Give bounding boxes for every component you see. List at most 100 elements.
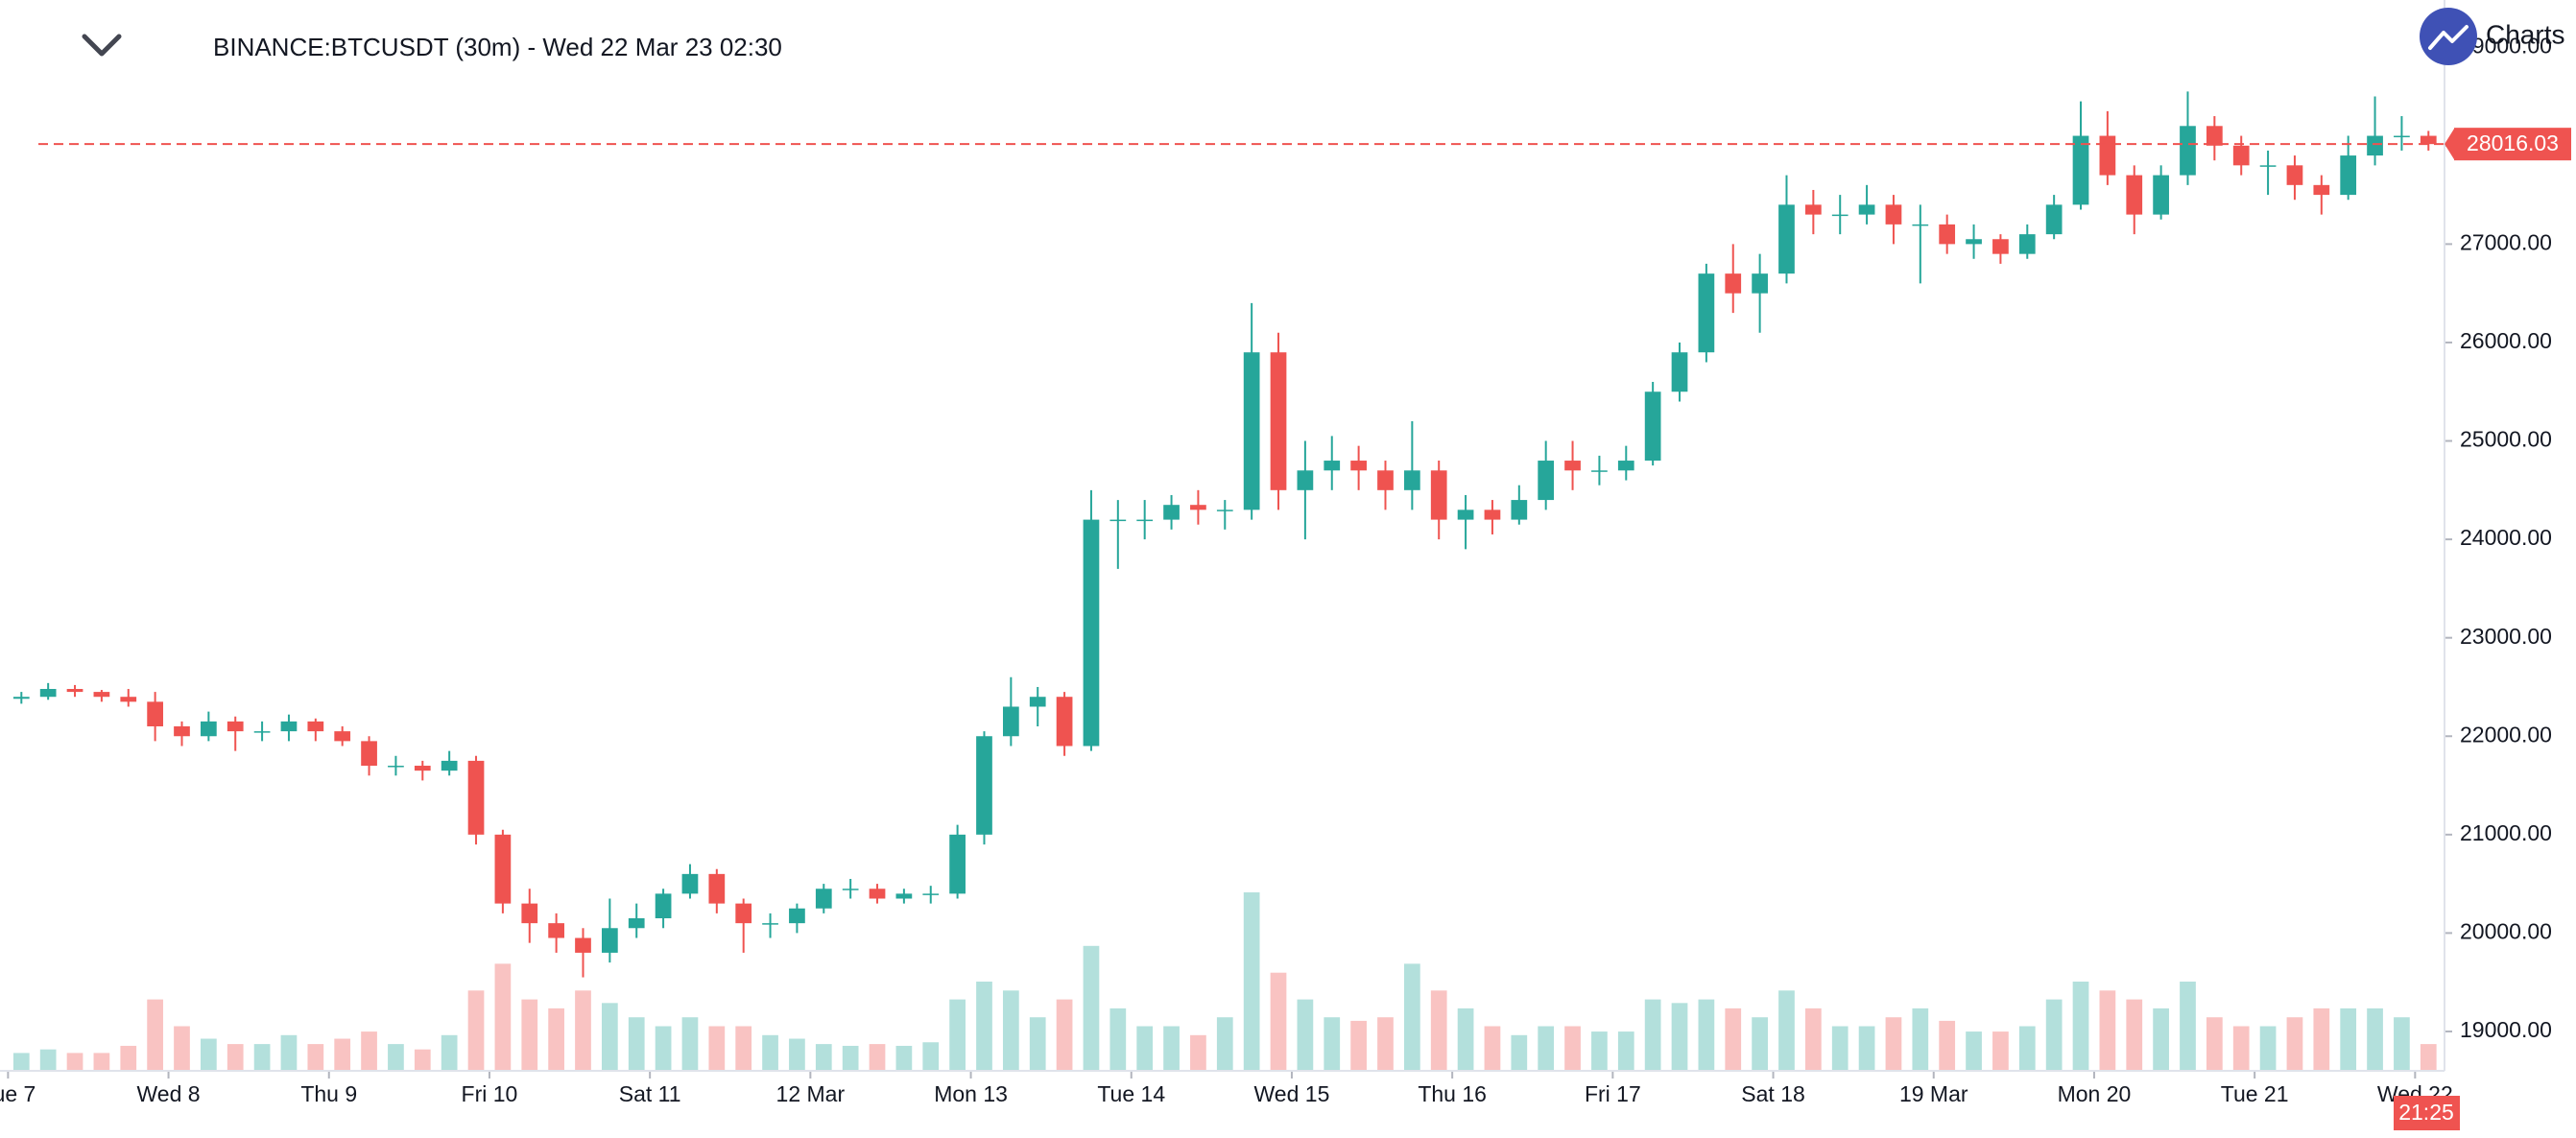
candle-body xyxy=(1538,461,1555,501)
candle-body xyxy=(1324,461,1341,471)
volume-bar xyxy=(2286,1017,2303,1071)
last-price-label: 28016.03 xyxy=(2467,130,2559,155)
volume-bar xyxy=(869,1044,886,1071)
candle-body xyxy=(1617,461,1634,471)
volume-bar xyxy=(1804,1008,1822,1071)
volume-bar xyxy=(521,999,538,1071)
x-tick-label: 19 Mar xyxy=(1899,1081,1968,1106)
candle-body xyxy=(548,923,564,938)
volume-bar xyxy=(388,1044,404,1071)
x-tick-label: Fri 10 xyxy=(462,1081,518,1106)
candle-body xyxy=(2313,184,2330,196)
brand-name[interactable]: Charts xyxy=(2486,19,2564,49)
x-tick-label: Mon 20 xyxy=(2058,1081,2132,1106)
volume-bar xyxy=(2232,1026,2250,1071)
x-tick-label: 12 Mar xyxy=(776,1081,846,1106)
candle-body xyxy=(2126,175,2143,215)
candle-body xyxy=(1644,391,1661,462)
x-tick-label: Tue 14 xyxy=(1097,1081,1165,1106)
volume-bar xyxy=(2018,1026,2036,1071)
candle-body xyxy=(895,893,913,899)
volume-bar xyxy=(1457,1008,1474,1071)
x-tick-label: Tue 21 xyxy=(2221,1081,2289,1106)
volume-bar xyxy=(789,1038,805,1071)
x-tick-label: Mon 13 xyxy=(934,1081,1008,1106)
last-price-pointer xyxy=(2445,129,2454,160)
candle-body xyxy=(1350,461,1367,471)
volume-bar xyxy=(227,1044,244,1071)
countdown-box xyxy=(2394,1096,2460,1130)
candle-body xyxy=(815,889,832,909)
volume-bar xyxy=(2126,999,2143,1071)
volume-bar xyxy=(655,1026,672,1071)
candle-body xyxy=(280,721,298,732)
candle-body xyxy=(1109,519,1127,522)
volume-bar xyxy=(1109,1008,1127,1071)
candle-body xyxy=(1216,510,1233,511)
candle-body xyxy=(949,834,966,894)
candle-body xyxy=(200,721,217,737)
candle-body xyxy=(628,918,645,929)
candles xyxy=(12,91,2437,978)
candle-body xyxy=(1002,706,1019,737)
candle-body xyxy=(307,721,324,732)
volume-bar xyxy=(174,1026,190,1071)
candle-body xyxy=(1564,461,1581,471)
candle-body xyxy=(441,760,458,771)
volume-bar xyxy=(494,963,512,1071)
x-tick-label: Tue 7 xyxy=(0,1081,36,1106)
y-tick-label: 27000.00 xyxy=(2460,229,2552,254)
candle-body xyxy=(655,893,672,919)
candle-body xyxy=(2153,175,2169,215)
volume-bar xyxy=(1511,1034,1528,1071)
y-tick-label: 21000.00 xyxy=(2460,820,2552,845)
volume-bar xyxy=(628,1017,645,1071)
candle-body xyxy=(467,760,485,835)
y-tick-label: 24000.00 xyxy=(2460,525,2552,550)
volume-bar xyxy=(467,990,485,1071)
volume-bar xyxy=(815,1044,832,1071)
collapse-button[interactable] xyxy=(82,34,122,57)
x-tick-label: Wed 15 xyxy=(1254,1081,1330,1106)
volume-bar xyxy=(253,1044,271,1071)
volume-bar xyxy=(361,1031,377,1071)
candle-body xyxy=(1778,204,1795,274)
candle-body xyxy=(1698,273,1715,353)
volume-bar xyxy=(414,1049,431,1071)
candle-body xyxy=(1858,204,1875,215)
volume-bar xyxy=(1617,1031,1634,1071)
candle-body xyxy=(789,908,805,924)
volume-bar xyxy=(2394,1017,2410,1071)
volume-bar xyxy=(1564,1026,1581,1071)
candle-body xyxy=(1939,224,1956,245)
candle-body xyxy=(2394,135,2410,138)
volume-bar xyxy=(1430,990,1447,1071)
x-tick-label: Thu 16 xyxy=(1418,1081,1487,1106)
candle-body xyxy=(388,766,404,768)
candle-body xyxy=(2099,135,2116,176)
candle-body xyxy=(2367,135,2383,156)
candle-body xyxy=(1831,214,1849,217)
volume-bar xyxy=(2420,1044,2437,1071)
candle-body xyxy=(601,928,618,953)
volume-bar xyxy=(1992,1031,2009,1071)
candle-body xyxy=(147,701,163,726)
candle-body xyxy=(1671,352,1688,392)
candle-body xyxy=(1190,505,1206,510)
volume-bar xyxy=(1350,1020,1367,1071)
volume-bar xyxy=(2259,1026,2277,1071)
volume-bar xyxy=(2340,1008,2357,1071)
volume-bar xyxy=(1752,1017,1768,1071)
candle-body xyxy=(2045,204,2063,235)
candle-body xyxy=(869,889,886,899)
volume-bar xyxy=(601,1003,618,1071)
y-tick-label: 22000.00 xyxy=(2460,722,2552,747)
candle-body xyxy=(2072,135,2089,205)
volume-bar xyxy=(842,1045,859,1071)
candle-body xyxy=(1270,352,1287,490)
candle-body xyxy=(227,721,244,732)
countdown-label: 21:25 xyxy=(2398,1100,2454,1125)
candle-body xyxy=(1163,505,1180,520)
x-tick-label: Sat 11 xyxy=(619,1081,681,1106)
volume-bar xyxy=(1778,990,1795,1071)
